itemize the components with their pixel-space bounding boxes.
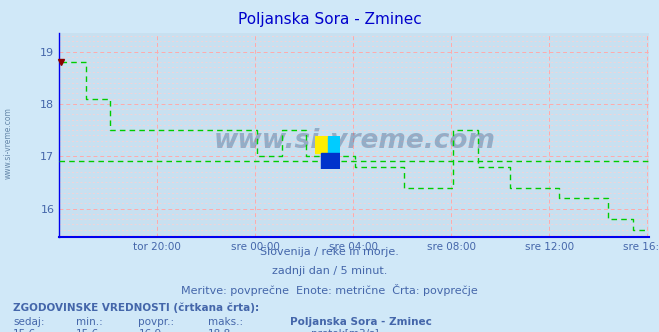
Text: zadnji dan / 5 minut.: zadnji dan / 5 minut.	[272, 266, 387, 276]
Text: maks.:: maks.:	[208, 317, 243, 327]
Bar	[315, 136, 328, 153]
Text: 16,9: 16,9	[138, 329, 161, 332]
Text: Poljanska Sora - Zminec: Poljanska Sora - Zminec	[238, 12, 421, 27]
Text: Meritve: povprečne  Enote: metrične  Črta: povprečje: Meritve: povprečne Enote: metrične Črta:…	[181, 284, 478, 296]
Text: 15,6: 15,6	[13, 329, 36, 332]
Text: pretok[m3/s]: pretok[m3/s]	[311, 329, 379, 332]
Text: Slovenija / reke in morje.: Slovenija / reke in morje.	[260, 247, 399, 257]
Text: 15,6: 15,6	[76, 329, 99, 332]
Bar	[322, 153, 340, 169]
Bar	[328, 136, 340, 153]
Text: sedaj:: sedaj:	[13, 317, 45, 327]
Text: 18,8: 18,8	[208, 329, 231, 332]
Text: www.si-vreme.com: www.si-vreme.com	[214, 128, 495, 154]
Text: Poljanska Sora - Zminec: Poljanska Sora - Zminec	[290, 317, 432, 327]
Text: www.si-vreme.com: www.si-vreme.com	[3, 107, 13, 179]
Text: ZGODOVINSKE VREDNOSTI (črtkana črta):: ZGODOVINSKE VREDNOSTI (črtkana črta):	[13, 302, 259, 313]
Text: povpr.:: povpr.:	[138, 317, 175, 327]
Text: min.:: min.:	[76, 317, 103, 327]
